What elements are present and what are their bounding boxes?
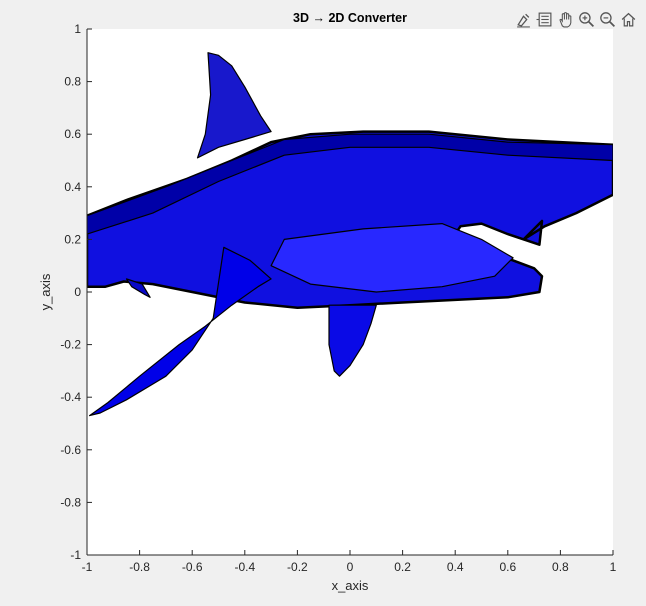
model-tail-fin xyxy=(125,278,151,298)
y-tick-label: -0.2 xyxy=(60,338,81,352)
model-belly-highlight xyxy=(270,223,514,293)
zoom-out-button[interactable] xyxy=(597,9,617,29)
y-tick-label: -0.6 xyxy=(60,443,81,457)
y-axis-label: y_axis xyxy=(38,273,53,310)
y-tick-label: 0.6 xyxy=(64,127,81,141)
x-tick-label: -1 xyxy=(82,560,93,574)
zoom-in-icon xyxy=(578,11,594,27)
home-button[interactable] xyxy=(618,9,638,29)
model-back-shade xyxy=(87,133,613,235)
datatips-icon xyxy=(536,12,551,26)
x-tick-label: -0.4 xyxy=(234,560,255,574)
datatips-button[interactable] xyxy=(534,9,554,29)
y-tick-label: 0.8 xyxy=(64,75,81,89)
brush-button[interactable] xyxy=(513,9,533,29)
model-dorsal-fin xyxy=(196,52,272,159)
zoom-out-icon xyxy=(599,11,615,27)
x-axis-label: x_axis xyxy=(332,578,369,593)
model-patch-group xyxy=(87,52,613,417)
x-tick-label: -0.2 xyxy=(287,560,308,574)
x-tick-label: -0.8 xyxy=(129,560,150,574)
y-tick-label: -0.4 xyxy=(60,390,81,404)
y-tick-label: 0.4 xyxy=(64,180,81,194)
x-tick-label: 0.6 xyxy=(499,560,516,574)
x-tick-label: 0 xyxy=(347,560,354,574)
y-tick-label: -0.8 xyxy=(60,495,81,509)
y-tick-label: -1 xyxy=(70,548,81,562)
x-tick-label: 0.4 xyxy=(447,560,464,574)
y-tick-label: 0.2 xyxy=(64,232,81,246)
y-tick-label: 1 xyxy=(74,22,81,36)
chart-title: 3D → 2D Converter xyxy=(293,11,407,25)
y-axis-ticks: -1 -0.8 -0.6 -0.4 -0.2 0 0.2 0.4 0.6 0.8 1 xyxy=(60,22,92,562)
x-tick-label: 1 xyxy=(610,560,617,574)
pan-button[interactable] xyxy=(555,9,575,29)
axes-toolbar xyxy=(513,8,638,30)
x-tick-label: 0.2 xyxy=(394,560,411,574)
pan-icon xyxy=(559,11,571,27)
x-axis-ticks: -1 -0.8 -0.6 -0.4 -0.2 0 0.2 0.4 0.6 0.8 1 xyxy=(82,550,617,574)
model-pelvic-fin xyxy=(328,304,377,377)
home-icon xyxy=(621,12,635,26)
brush-icon xyxy=(516,13,530,27)
model-pectoral-fin xyxy=(88,246,272,417)
x-tick-label: 0.8 xyxy=(552,560,569,574)
y-tick-label: 0 xyxy=(74,285,81,299)
x-tick-label: -0.6 xyxy=(182,560,203,574)
zoom-in-button[interactable] xyxy=(576,9,596,29)
